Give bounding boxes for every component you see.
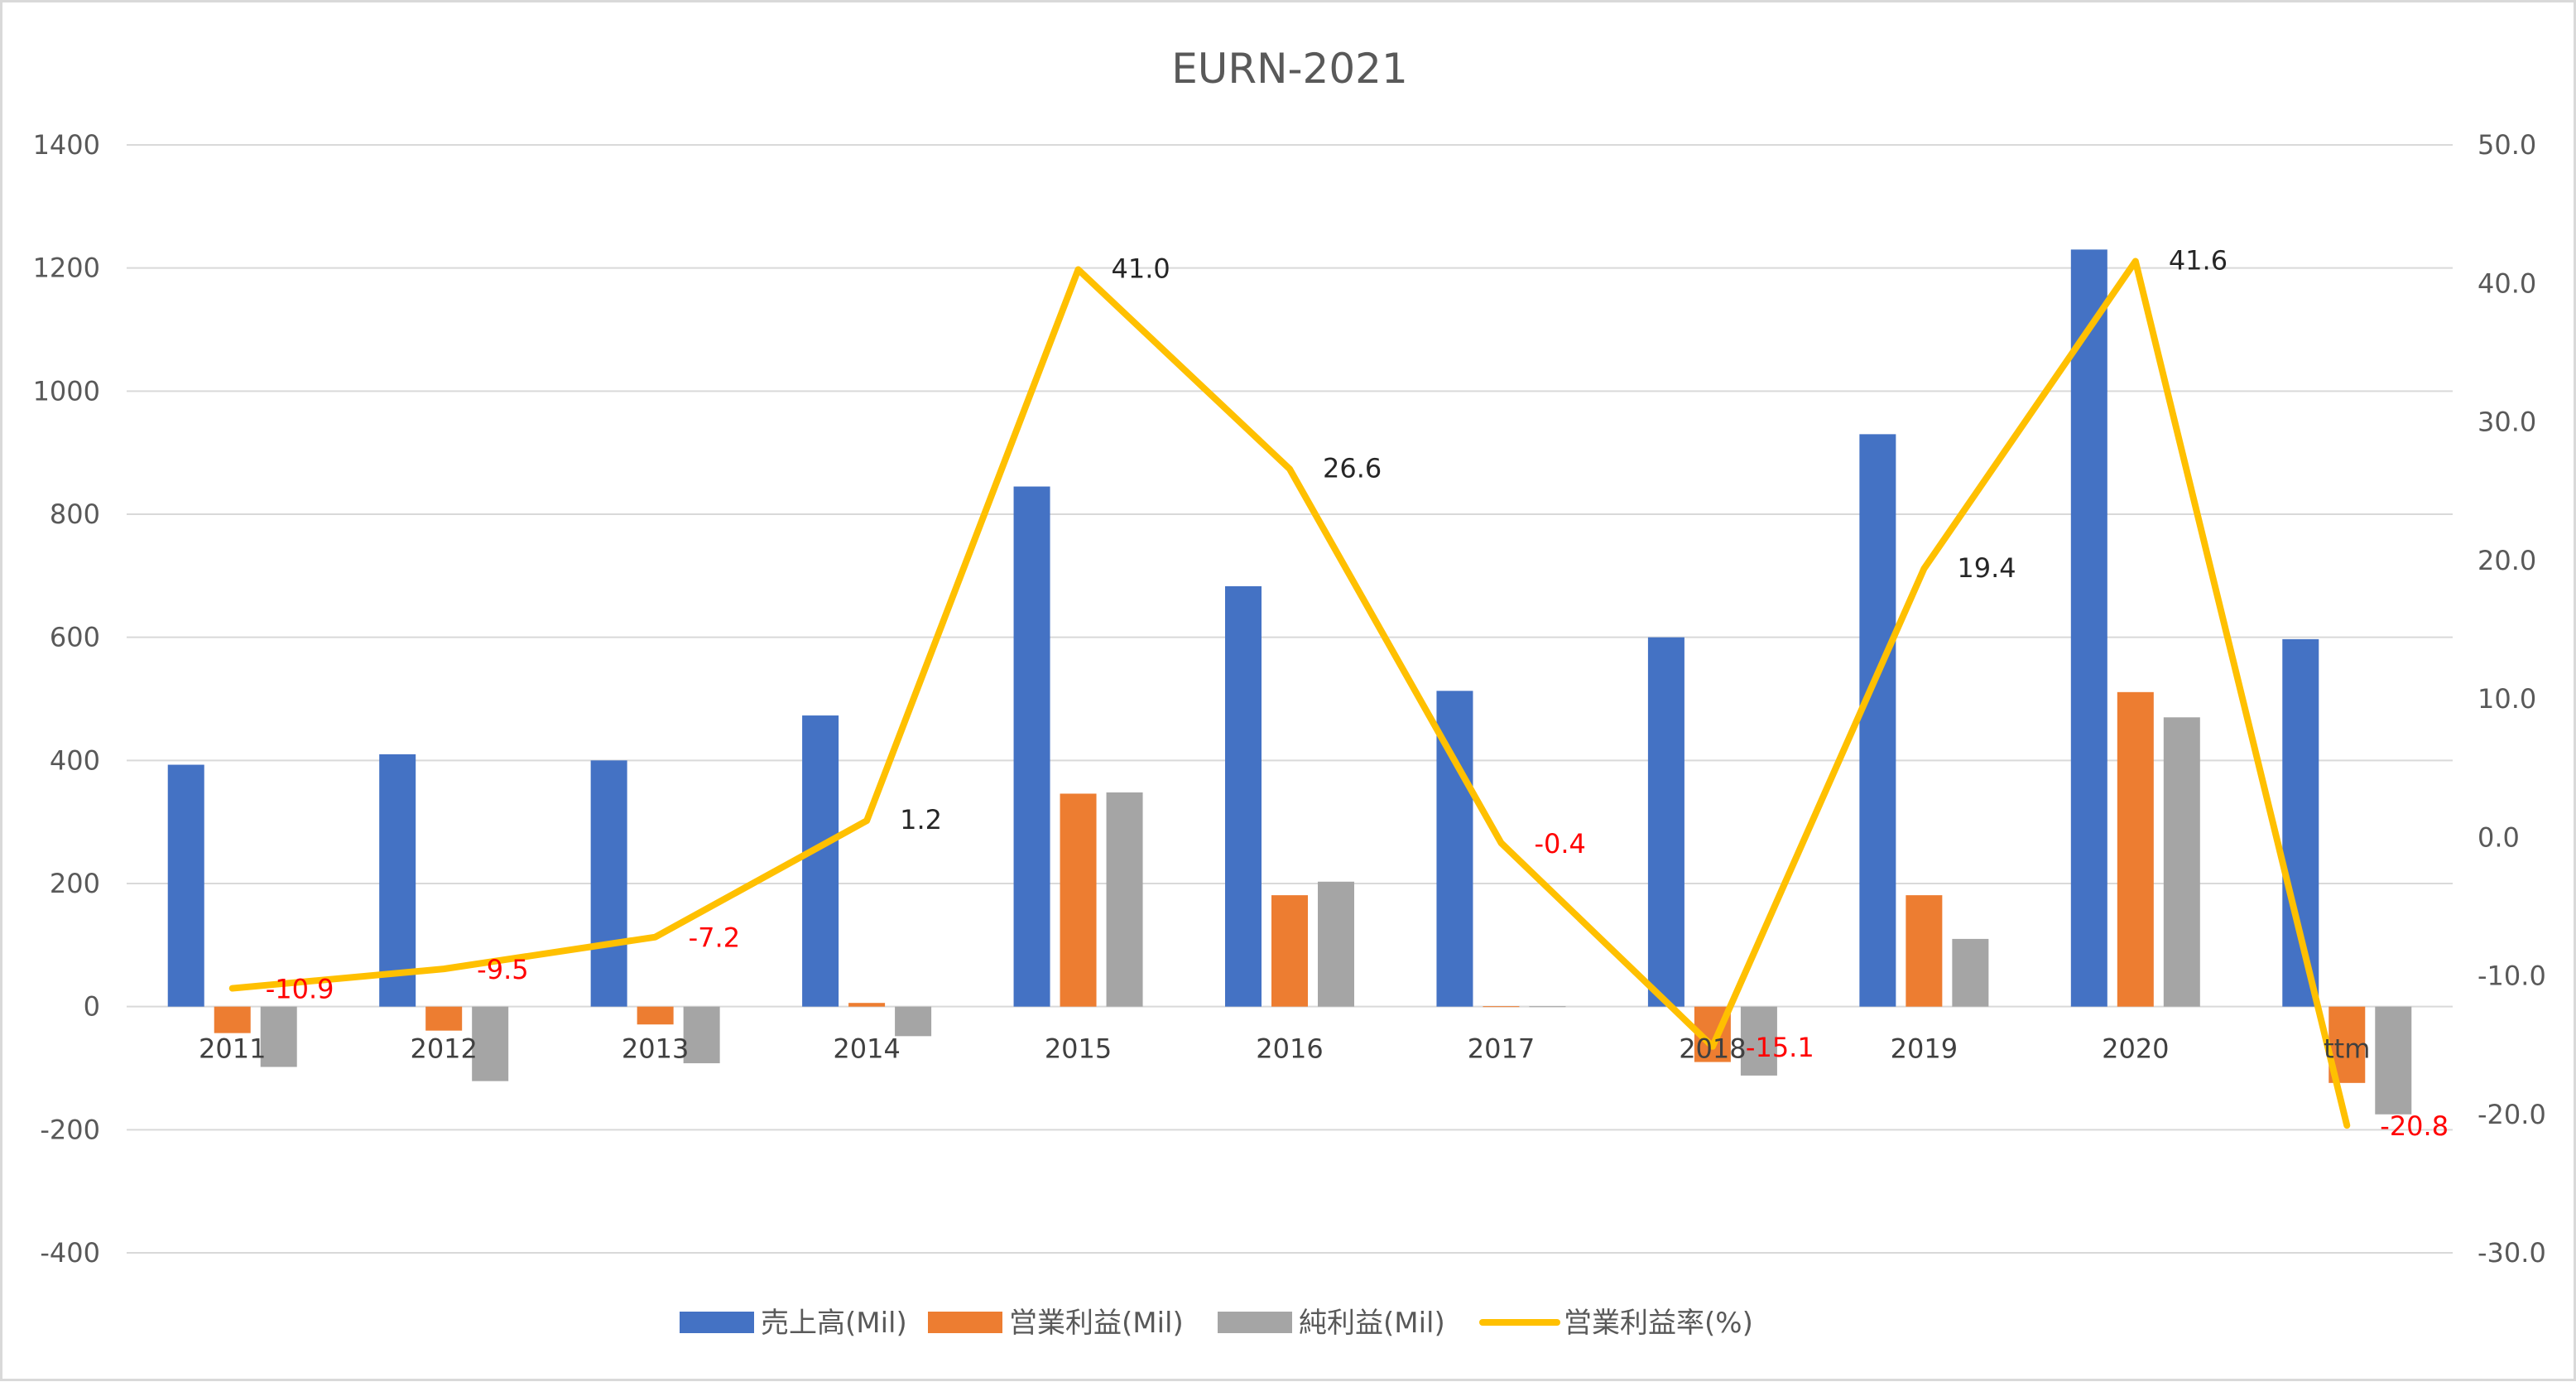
data-label: -7.2	[689, 922, 740, 954]
legend-label: 売上高(Mil)	[761, 1307, 907, 1340]
data-label: 19.4	[1957, 552, 2016, 584]
bar	[1529, 1006, 1566, 1008]
data-label: 26.6	[1323, 452, 1382, 484]
bar	[590, 760, 627, 1007]
category-label: 2014	[833, 1033, 900, 1065]
legend-swatch	[1218, 1312, 1292, 1333]
bar	[214, 1006, 251, 1033]
legend-swatch	[680, 1312, 754, 1333]
bar	[472, 1006, 509, 1081]
data-label: -10.9	[266, 974, 334, 1005]
category-label: 2012	[410, 1033, 477, 1065]
category-label: 2017	[1468, 1033, 1535, 1065]
bar	[1318, 881, 1354, 1007]
category-label: 2020	[2102, 1033, 2169, 1065]
bars	[167, 249, 2412, 1115]
bar	[1859, 434, 1896, 1007]
gridlines	[127, 144, 2453, 1254]
axes: -400 -200 0 200 400 600 800 1000 1200 1400 -30.0 -2…	[33, 129, 2546, 1269]
category-label: 2016	[1256, 1033, 1323, 1065]
left-axis-tick-label: 1400	[33, 129, 100, 161]
data-label: 1.2	[900, 804, 942, 835]
category-label: 2019	[1891, 1033, 1958, 1065]
left-axis-tick-label: -400	[40, 1237, 100, 1269]
bar	[2375, 1006, 2412, 1115]
bar	[2070, 249, 2107, 1007]
bar	[379, 754, 416, 1007]
left-axis-tick-label: 400	[50, 744, 100, 776]
bar	[1647, 637, 1684, 1007]
bar	[260, 1006, 297, 1067]
line-series	[228, 258, 2351, 1129]
chart-title: EURN-2021	[1171, 45, 1408, 93]
bar	[895, 1006, 932, 1037]
data-label: -20.8	[2380, 1110, 2449, 1142]
legend-item: 純利益(Mil)	[1218, 1307, 1445, 1340]
bar	[802, 715, 839, 1007]
legend-swatch	[928, 1312, 1002, 1333]
bar	[1271, 895, 1308, 1007]
left-axis-tick-label: 0	[84, 991, 100, 1023]
bar	[2163, 717, 2200, 1007]
right-axis-tick-label: -20.0	[2477, 1099, 2546, 1130]
margin-line	[228, 258, 2351, 1129]
left-axis-tick-label: 1200	[33, 253, 100, 284]
legend: 売上高(Mil) 営業利益(Mil) 純利益(Mil) 営業利益率(%)	[680, 1307, 1753, 1340]
category-label: ttm	[2324, 1033, 2370, 1065]
legend-item: 営業利益(Mil)	[928, 1307, 1184, 1340]
data-label: -9.5	[477, 954, 528, 985]
right-axis-tick-label: 0.0	[2477, 821, 2520, 853]
right-axis-tick-label: 10.0	[2477, 683, 2536, 715]
bar	[683, 1006, 720, 1064]
bar	[1013, 486, 1050, 1007]
bar	[1906, 895, 1943, 1007]
legend-label: 営業利益率(%)	[1564, 1307, 1753, 1340]
category-label: 2013	[622, 1033, 689, 1065]
right-axis-tick-label: 20.0	[2477, 545, 2536, 576]
data-label: 41.6	[2169, 244, 2228, 276]
right-axis-tick-label: 40.0	[2477, 267, 2536, 299]
bar	[1225, 585, 1262, 1007]
right-axis-tick-label: -10.0	[2477, 961, 2546, 992]
legend-item: 売上高(Mil)	[680, 1307, 907, 1340]
right-axis-tick-label: 50.0	[2477, 129, 2536, 161]
left-axis-tick-label: 200	[50, 868, 100, 899]
legend-label: 純利益(Mil)	[1299, 1307, 1445, 1340]
category-label: 2015	[1045, 1033, 1112, 1065]
legend-label: 営業利益(Mil)	[1009, 1307, 1184, 1340]
bar	[2282, 638, 2319, 1007]
legend-item: 営業利益率(%)	[1479, 1307, 1753, 1340]
left-axis-tick-label: 600	[50, 622, 100, 653]
left-axis-tick-label: 800	[50, 498, 100, 530]
data-label: 41.0	[1112, 253, 1170, 285]
bar	[1952, 938, 1989, 1007]
right-axis-tick-label: -30.0	[2477, 1237, 2546, 1269]
category-label: 2011	[199, 1033, 266, 1065]
bar	[167, 764, 204, 1007]
left-axis-tick-label: 1000	[33, 375, 100, 407]
left-axis-tick-label: -200	[40, 1114, 100, 1145]
category-label: 2018	[1679, 1033, 1746, 1065]
bar	[1106, 792, 1143, 1007]
bar	[848, 1003, 886, 1007]
right-axis-tick-label: 30.0	[2477, 407, 2536, 438]
bar	[1483, 1006, 1520, 1008]
bar	[637, 1006, 674, 1025]
bar	[2117, 691, 2154, 1007]
bar	[1740, 1006, 1777, 1076]
data-label: -0.4	[1534, 828, 1585, 860]
bar	[1060, 793, 1097, 1007]
data-labels: -10.9 -9.5 -7.2 1.2 41.0 26.6 -0.4 -15.1 19.4 41.…	[266, 244, 2449, 1142]
bar	[425, 1006, 463, 1031]
data-label: -15.1	[1746, 1032, 1814, 1063]
